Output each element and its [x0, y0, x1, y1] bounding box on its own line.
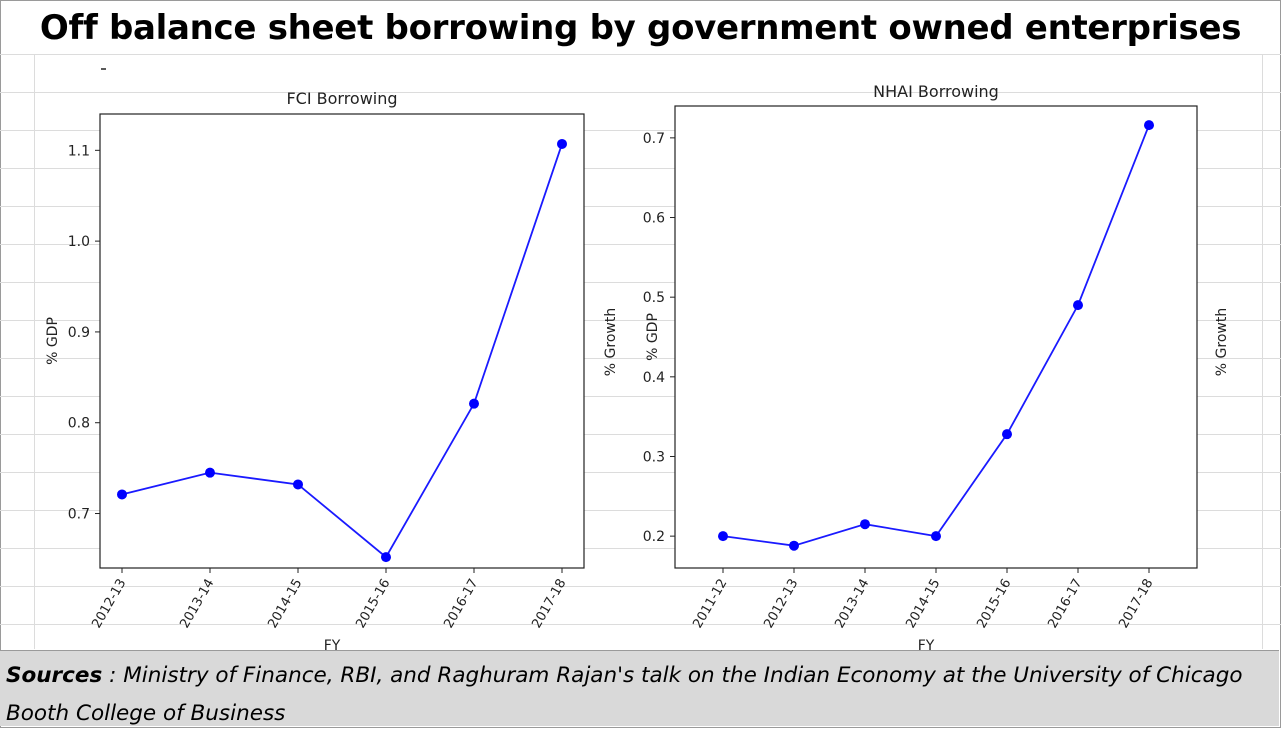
chart-2-x-tick-label: 2015-16 — [974, 577, 1014, 632]
chart-1-x-tick-label: 2015-16 — [353, 577, 393, 632]
background-gridline — [0, 396, 1281, 397]
chart-2-right-axis-label: % Growth — [1214, 308, 1230, 376]
chart-2-x-tick-label: 2013-14 — [832, 577, 872, 632]
chart-1-plot-area — [99, 113, 585, 569]
chart-2-y-tick-label: 0.5 — [643, 290, 665, 306]
chart-1-data-point — [381, 552, 391, 563]
background-gridline — [0, 244, 1281, 245]
chart-2-x-tick-label: 2017-18 — [1116, 577, 1156, 632]
chart-1-y-tick-label: 0.8 — [68, 416, 90, 432]
chart-1-y-tick-label: 0.9 — [68, 325, 90, 341]
chart-1-data-point — [293, 479, 303, 490]
chart-1-x-tick-label: 2016-17 — [441, 577, 481, 632]
chart-2-x-tick-label: 2014-15 — [903, 577, 943, 632]
background-gridline — [0, 92, 1281, 93]
chart-1-y-tick-label: 1.1 — [68, 143, 90, 159]
chart-1-y-tick-label: 1.0 — [68, 234, 90, 250]
charts-canvas: FCI Borrowing 0.7 0.8 0.9 1.0 1.1 2012-13 2013-… — [45, 68, 1230, 650]
chart-1-data-point — [469, 398, 479, 409]
background-gridline — [0, 206, 1281, 207]
chart-1-y-tick-label: 0.7 — [68, 507, 90, 523]
chart-2-data-point — [860, 519, 870, 530]
chart-1-x-tick-label: 2013-14 — [177, 577, 217, 632]
chart-1-x-tick-label: 2012-13 — [89, 577, 129, 632]
chart-1-data-point — [117, 489, 127, 500]
chart-2-y-axis-label: % GDP — [645, 313, 661, 361]
chart-2-y-tick-label: 0.3 — [643, 449, 665, 465]
chart-2-data-point — [789, 540, 799, 551]
chart-1-right-axis-label: % Growth — [603, 308, 619, 376]
chart-1-x-tick-label: 2017-18 — [529, 577, 569, 632]
background-gridline — [34, 54, 35, 649]
chart-1-data-point — [557, 138, 567, 149]
background-gridline — [1262, 54, 1263, 649]
sources-separator: : — [102, 663, 124, 688]
background-gridline — [0, 510, 1281, 511]
sources-note: Sources : Ministry of Finance, RBI, and … — [0, 650, 1279, 726]
background-gridline — [0, 320, 1281, 321]
sources-text: Ministry of Finance, RBI, and Raghuram R… — [6, 663, 1243, 726]
background-gridline — [0, 624, 1281, 625]
chart-2-x-axis-label: FY — [918, 638, 935, 650]
chart-2-data-point — [718, 531, 728, 542]
chart-2-x-tick-label: 2012-13 — [761, 577, 801, 632]
background-gridline — [0, 358, 1281, 359]
chart-1-y-axis-label: % GDP — [45, 317, 61, 365]
background-gridline — [0, 472, 1281, 473]
chart-1-title: FCI Borrowing — [286, 89, 397, 108]
chart-2-y-tick-label: 0.2 — [643, 529, 665, 545]
chart-2-data-point — [1073, 300, 1083, 311]
chart-2-plot-area — [674, 105, 1198, 569]
background-gridline — [0, 54, 1281, 55]
chart-2-x-tick-label: 2016-17 — [1045, 577, 1085, 632]
sources-label: Sources — [6, 663, 103, 688]
chart-2-title: NHAI Borrowing — [873, 82, 999, 101]
background-gridline — [0, 434, 1281, 435]
chart-2-data-point — [931, 531, 941, 542]
chart-1-x-axis-label: FY — [324, 638, 341, 650]
chart-1-data-point — [205, 467, 215, 478]
background-gridline — [0, 586, 1281, 587]
chart-2-y-tick-label: 0.4 — [643, 370, 665, 386]
chart-2-y-tick-label: 0.7 — [643, 131, 665, 147]
chart-1-series-line — [121, 143, 563, 559]
background-gridline — [0, 130, 1281, 131]
background-gridline — [0, 282, 1281, 283]
chart-2-y-tick-label: 0.6 — [643, 211, 665, 227]
chart-2-x-tick-label: 2011-12 — [690, 577, 730, 632]
main-title: Off balance sheet borrowing by governmen… — [39, 8, 1242, 48]
chart-2-data-point — [1002, 429, 1012, 440]
chart-2-data-point — [1144, 120, 1154, 131]
background-gridline — [0, 548, 1281, 549]
chart-1-x-tick-label: 2014-15 — [265, 577, 305, 632]
background-gridline — [0, 168, 1281, 169]
